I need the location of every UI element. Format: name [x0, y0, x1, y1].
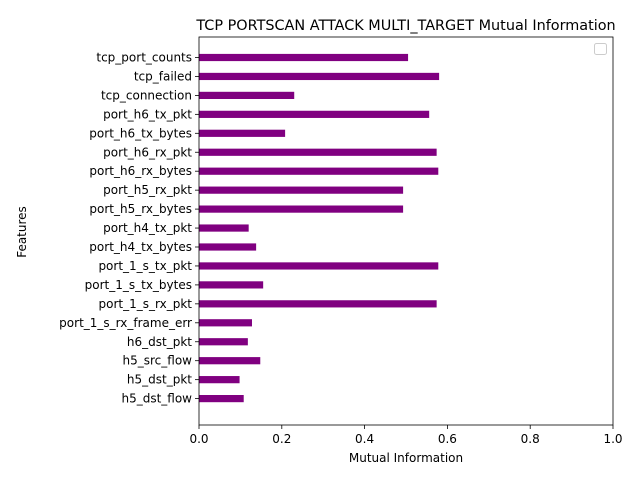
bar: [199, 186, 404, 194]
bar: [199, 338, 248, 346]
x-axis-label: Mutual Information: [349, 451, 463, 465]
bar: [199, 167, 439, 175]
bar: [199, 72, 440, 81]
y-tick-label: h6_dst_pkt: [127, 335, 192, 349]
y-tick-label: port_1_s_tx_pkt: [98, 259, 192, 273]
y-tick-label: port_h5_rx_pkt: [103, 183, 192, 197]
y-tick-label: port_h4_tx_bytes: [89, 240, 192, 254]
x-tick-label: 0.6: [438, 432, 457, 446]
bar: [199, 281, 264, 289]
bar: [199, 262, 439, 270]
y-tick-label: port_h4_tx_pkt: [103, 221, 192, 235]
x-tick-label: 0.0: [189, 432, 208, 446]
bar: [199, 357, 261, 365]
y-tick-label: h5_dst_pkt: [127, 373, 192, 387]
axes-frame: [198, 36, 614, 426]
y-tick-label: h5_dst_flow: [121, 392, 192, 406]
bar: [199, 395, 244, 403]
bar: [199, 129, 286, 137]
y-tick-label: port_h6_tx_pkt: [103, 107, 192, 121]
bar: [199, 224, 249, 232]
y-tick-label: port_h6_rx_pkt: [103, 145, 192, 159]
bar: [199, 376, 240, 384]
y-tick-label: h5_src_flow: [123, 354, 193, 368]
y-axis-label: Features: [15, 206, 29, 258]
bar: [199, 319, 252, 327]
y-tick-label: port_h6_rx_bytes: [89, 164, 192, 178]
y-tick-label: port_1_s_tx_bytes: [85, 278, 192, 292]
bar: [199, 110, 430, 118]
bar: [199, 205, 404, 213]
y-tick-label: port_1_s_rx_frame_err: [59, 316, 192, 330]
x-tick-label: 0.4: [355, 432, 374, 446]
x-tick-label: 0.8: [521, 432, 540, 446]
x-tick-label: 0.2: [272, 432, 291, 446]
legend-box: [594, 43, 607, 55]
y-tick-label: port_h5_rx_bytes: [89, 202, 192, 216]
plot-area: tcp_port_counts tcp_failed tcp_connectionp…: [59, 36, 623, 446]
bar: [199, 148, 437, 156]
x-tick-label: 1.0: [603, 432, 622, 446]
bar: [199, 243, 257, 251]
bar: [199, 91, 295, 99]
chart-title: TCP PORTSCAN ATTACK MULTI_TARGET Mutual …: [195, 18, 615, 34]
y-tick-label: tcp_connection: [101, 88, 192, 102]
y-tick-label: port_1_s_rx_pkt: [99, 297, 193, 311]
y-tick-label: tcp_port_counts: [96, 51, 192, 65]
y-tick-label: tcp_failed: [134, 69, 192, 83]
y-tick-label: port_h6_tx_bytes: [89, 126, 192, 140]
bar: [199, 53, 409, 62]
bar: [199, 300, 437, 308]
